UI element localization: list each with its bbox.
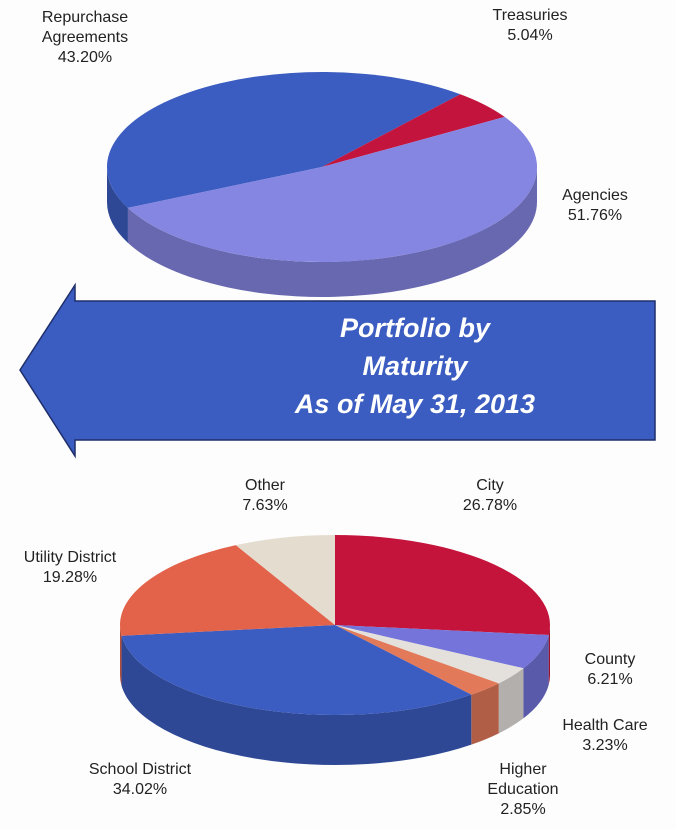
slice-name: Health Care bbox=[562, 717, 648, 734]
pie-slice bbox=[127, 116, 537, 262]
pie-slice-side bbox=[523, 635, 549, 719]
slice-value-label: 5.04% bbox=[507, 27, 553, 44]
slice-value-label: 26.78% bbox=[462, 497, 518, 514]
slice-value-label: 43.20% bbox=[57, 49, 113, 66]
slice-name: Higher Education bbox=[487, 761, 559, 798]
slice-name: School District bbox=[88, 761, 192, 778]
banner-line: Portfolio by bbox=[340, 313, 492, 343]
banner-arrow bbox=[19, 282, 656, 459]
pie-slice bbox=[335, 625, 524, 684]
banner-line: As of May 31, 2013 bbox=[294, 389, 535, 419]
pie-slice bbox=[235, 535, 335, 625]
banner-line: Maturity bbox=[362, 351, 469, 381]
pie-slice-side bbox=[121, 635, 472, 765]
pie-slice-side bbox=[471, 683, 499, 745]
slice-name: Repurchase Agreements bbox=[41, 9, 129, 46]
slice-name: City bbox=[476, 477, 504, 494]
slice-name: Treasuries bbox=[492, 7, 568, 24]
pie-slice bbox=[335, 535, 550, 636]
slice-value-label: 7.63% bbox=[242, 497, 288, 514]
slice-name: Agencies bbox=[562, 187, 628, 204]
slice-value-label: 51.76% bbox=[567, 207, 623, 224]
slice-value-label: 3.23% bbox=[582, 737, 628, 754]
slice-value-label: 19.28% bbox=[42, 569, 98, 586]
slice-value-label: 2.85% bbox=[500, 801, 546, 818]
pie-slice bbox=[121, 625, 472, 716]
pie-slice-side bbox=[127, 167, 538, 297]
pie-slice bbox=[335, 625, 549, 669]
pie-slice bbox=[335, 625, 499, 695]
pie-slice-side bbox=[107, 167, 128, 243]
pie-slice-side bbox=[120, 625, 122, 686]
slice-name: Utility District bbox=[23, 549, 117, 566]
pie-slice bbox=[106, 71, 461, 208]
pie-slice bbox=[120, 545, 335, 636]
pie-slice-side bbox=[498, 668, 524, 734]
slice-value-label: 34.02% bbox=[112, 781, 168, 798]
pie-slice-side bbox=[548, 625, 550, 686]
pie-slice bbox=[322, 94, 505, 167]
slice-name: County bbox=[584, 651, 636, 668]
slice-value-label: 6.21% bbox=[587, 671, 633, 688]
slice-name: Other bbox=[244, 477, 286, 494]
